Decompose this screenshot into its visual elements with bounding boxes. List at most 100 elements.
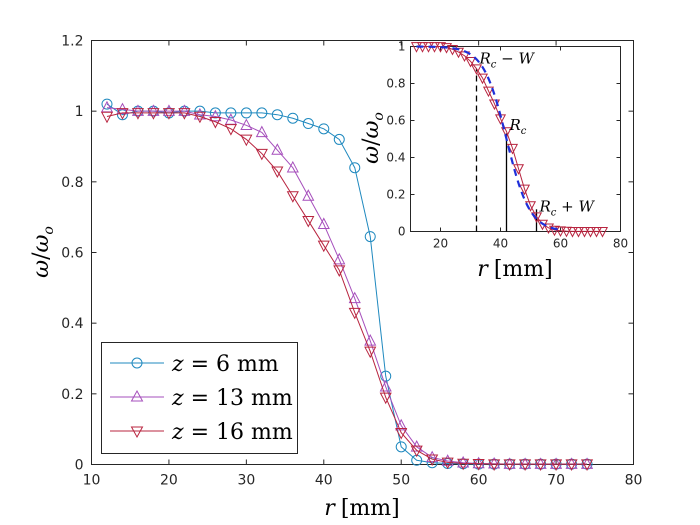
inset-data-point [500,127,513,138]
inset-x-axis-label: r [mm] [477,257,552,282]
main-x-axis-label: r [mm] [324,496,399,521]
inset-annotations: Rc − W Rc Rc + W [479,49,596,218]
data-point [317,240,330,253]
legend-marker-triangle-up [130,389,144,402]
data-point [162,108,176,120]
inset-x-axis: 20 40 60 80 [433,46,628,251]
data-point [503,457,516,469]
inset-data-point [548,225,561,237]
data-point [565,457,578,469]
inset-data-point [506,143,519,155]
data-point [426,450,439,463]
main-x-tick-label: 50 [392,473,410,489]
data-point [131,104,145,116]
data-point [256,107,268,119]
main-x-tick-label: 60 [470,473,488,489]
main-y-axis: 0 0.2 0.4 0.6 0.8 1 1.2 [61,34,634,474]
data-point [519,457,532,469]
data-point [395,418,408,431]
svg-text:ω/ωo: ω/ωo [359,112,387,164]
inset-axes-box [410,46,621,232]
data-point [100,111,114,124]
legend-item-z16: z = 16 mm [110,420,293,445]
inset-data-point [590,226,603,238]
main-x-tick-label: 40 [315,473,333,489]
inset-annotation: Rc − W [479,49,536,70]
data-point [101,98,113,110]
inset-y-axis-label: ω/ωo [359,112,387,164]
data-point [488,456,501,469]
svg-text:ω/ωo: ω/ωo [29,226,57,278]
main-y-tick-label: 0.6 [61,246,83,262]
inset-x-tick-label: 80 [613,237,628,251]
data-point [178,104,191,116]
data-point [441,454,454,466]
data-point [410,445,423,458]
main-y-tick-label: 0.2 [61,387,83,403]
inset-data-point [572,226,585,238]
data-point [271,166,284,179]
data-point [287,112,299,124]
data-point [224,124,237,136]
data-point [147,104,160,116]
data-point [317,217,330,229]
main-x-tick-label: 10 [83,473,101,489]
data-point [209,117,222,129]
data-point [240,118,253,131]
data-point [302,215,315,228]
data-point [426,454,439,467]
data-point [286,160,299,173]
data-point [472,459,485,471]
data-point [318,123,330,135]
main-y-tick-label: 0.4 [61,316,83,332]
data-point [534,459,547,471]
inset-y-tick-label: 1 [398,40,406,54]
inset-annotation: Rc [509,116,527,137]
data-point [209,109,222,122]
data-point [472,456,485,469]
data-point [503,459,516,471]
data-point [225,107,237,119]
main-x-tick-label: 80 [625,473,643,489]
main-y-tick-label: 0 [75,458,84,474]
data-point [178,108,191,120]
data-point [349,162,361,174]
inset-y-tick-label: 0.6 [386,114,405,128]
main-series [100,98,594,471]
main-x-tick-label: 70 [547,473,565,489]
inset-data-point [518,184,531,196]
legend-item-z6: z = 6 mm [110,352,279,377]
legend-marker-triangle-down [130,426,144,439]
data-point [457,458,470,471]
inset-data-point [584,226,597,238]
data-point [240,134,253,147]
data-point [395,427,408,440]
data-point [534,457,547,469]
data-point [457,455,470,468]
legend: z = 6 mm z = 13 mm z = 16 mm [101,342,298,454]
data-point [162,104,176,116]
legend-label-z13: z = 13 mm [171,386,293,411]
inset-annotation: Rc + W [539,197,596,218]
inset-x-tick-label: 60 [553,237,568,251]
inset-data-point [476,73,489,85]
inset-x-tick-label: 20 [433,237,448,251]
data-point [441,457,454,470]
inset-data-point [464,56,477,68]
data-point [488,459,501,471]
data-point [333,265,346,277]
data-point [147,108,160,120]
data-point [565,459,578,471]
inset-fit-curve [416,45,561,231]
data-point [580,459,594,471]
series-z-16-mm [100,108,594,471]
inset-data-point [578,226,591,238]
data-point [193,107,206,120]
data-point [302,118,314,130]
data-point [379,392,392,405]
data-point [333,133,345,145]
main-y-tick-label: 1 [75,104,84,120]
data-point [271,109,283,121]
inset-series-line [416,46,603,232]
